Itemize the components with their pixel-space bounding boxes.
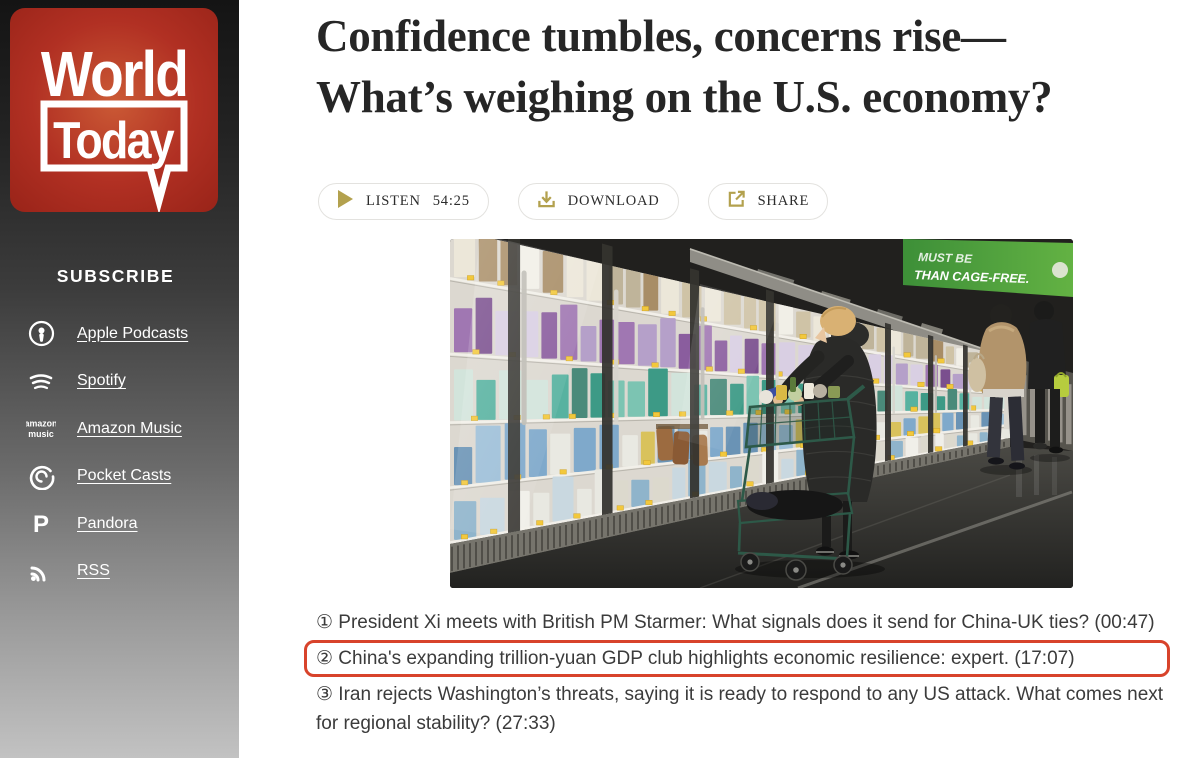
- link-amazon-music[interactable]: amazon music Amazon Music: [0, 405, 239, 453]
- download-icon: [537, 189, 556, 214]
- pandora-icon: P: [26, 508, 56, 540]
- glass-glare: [450, 239, 780, 539]
- logo-text-today: Today: [53, 112, 174, 170]
- cart-wheels: [740, 552, 853, 581]
- rss-icon: [26, 555, 56, 587]
- logo-speech-bubble: [40, 100, 188, 215]
- subscribe-heading: SUBSCRIBE: [56, 266, 175, 286]
- download-button[interactable]: DOWNLOAD: [517, 183, 679, 220]
- amazon-music-icon: amazon music: [26, 413, 56, 445]
- listen-label: LISTEN: [366, 193, 421, 209]
- link-label[interactable]: Amazon Music: [77, 419, 182, 437]
- svg-text:THAN CAGE-FREE.: THAN CAGE-FREE.: [914, 268, 1030, 286]
- share-icon: [727, 189, 746, 214]
- share-button[interactable]: SHARE: [707, 183, 829, 220]
- link-spotify[interactable]: Spotify: [0, 358, 239, 406]
- podcast-logo: World Today: [10, 8, 218, 215]
- cage-free-sign: MUST BE THAN CAGE-FREE.: [903, 239, 1073, 297]
- link-label[interactable]: Apple Podcasts: [77, 324, 189, 342]
- listen-duration: 54:25: [432, 193, 470, 209]
- aisle-floor: [450, 447, 1073, 588]
- episode-item-3: ③ Iran rejects Washington’s threats, say…: [316, 684, 1164, 734]
- svg-text:music: music: [28, 429, 54, 439]
- listen-button[interactable]: LISTEN 54:25: [318, 183, 489, 220]
- shopper-with-cart: [735, 306, 885, 581]
- link-apple-podcasts[interactable]: Apple Podcasts: [0, 310, 239, 358]
- subscribe-links: Apple Podcasts Spotify amazon music: [0, 310, 239, 595]
- svg-text:amazon: amazon: [26, 418, 56, 428]
- link-label[interactable]: Pocket Casts: [77, 467, 172, 485]
- link-label[interactable]: RSS: [77, 562, 110, 580]
- grocery-aisle-illustration: MUST BE THAN CAGE-FREE.: [450, 239, 1073, 588]
- svg-text:MUST BE: MUST BE: [918, 250, 973, 266]
- share-label: SHARE: [757, 193, 810, 209]
- link-pocket-casts[interactable]: Pocket Casts: [0, 453, 239, 501]
- episode-item-1: ① President Xi meets with British PM Sta…: [316, 612, 1155, 633]
- background-shoppers: [968, 301, 1070, 475]
- play-icon: [337, 189, 354, 214]
- sidebar: World Today SUBSCRIBE Apple Podcasts: [0, 0, 239, 758]
- episode-list: ① President Xi meets with British PM Sta…: [304, 608, 1170, 738]
- page-title: Confidence tumbles, concerns rise— What’…: [316, 6, 1184, 128]
- pocket-casts-icon: [26, 460, 56, 492]
- episode-photo: MUST BE THAN CAGE-FREE.: [450, 239, 1073, 588]
- headline-line-1: Confidence tumbles, concerns rise—: [316, 11, 1006, 61]
- action-buttons: LISTEN 54:25 DOWNLOAD SHARE: [318, 183, 829, 220]
- apple-podcasts-icon: [26, 318, 56, 350]
- episode-item-2-highlighted: ② China's expanding trillion-yuan GDP cl…: [304, 640, 1170, 677]
- headline-line-2: What’s weighing on the U.S. economy?: [316, 72, 1053, 122]
- link-rss[interactable]: RSS: [0, 548, 239, 596]
- link-label[interactable]: Pandora: [77, 514, 138, 532]
- link-pandora[interactable]: P Pandora: [0, 500, 239, 548]
- cart-groceries: [759, 377, 840, 404]
- link-label[interactable]: Spotify: [77, 372, 126, 390]
- logo-text-world: World: [41, 38, 187, 110]
- svg-text:P: P: [33, 511, 49, 537]
- spotify-icon: [26, 365, 56, 397]
- world-today-logo-art: World Today: [10, 8, 218, 215]
- download-label: DOWNLOAD: [567, 193, 660, 209]
